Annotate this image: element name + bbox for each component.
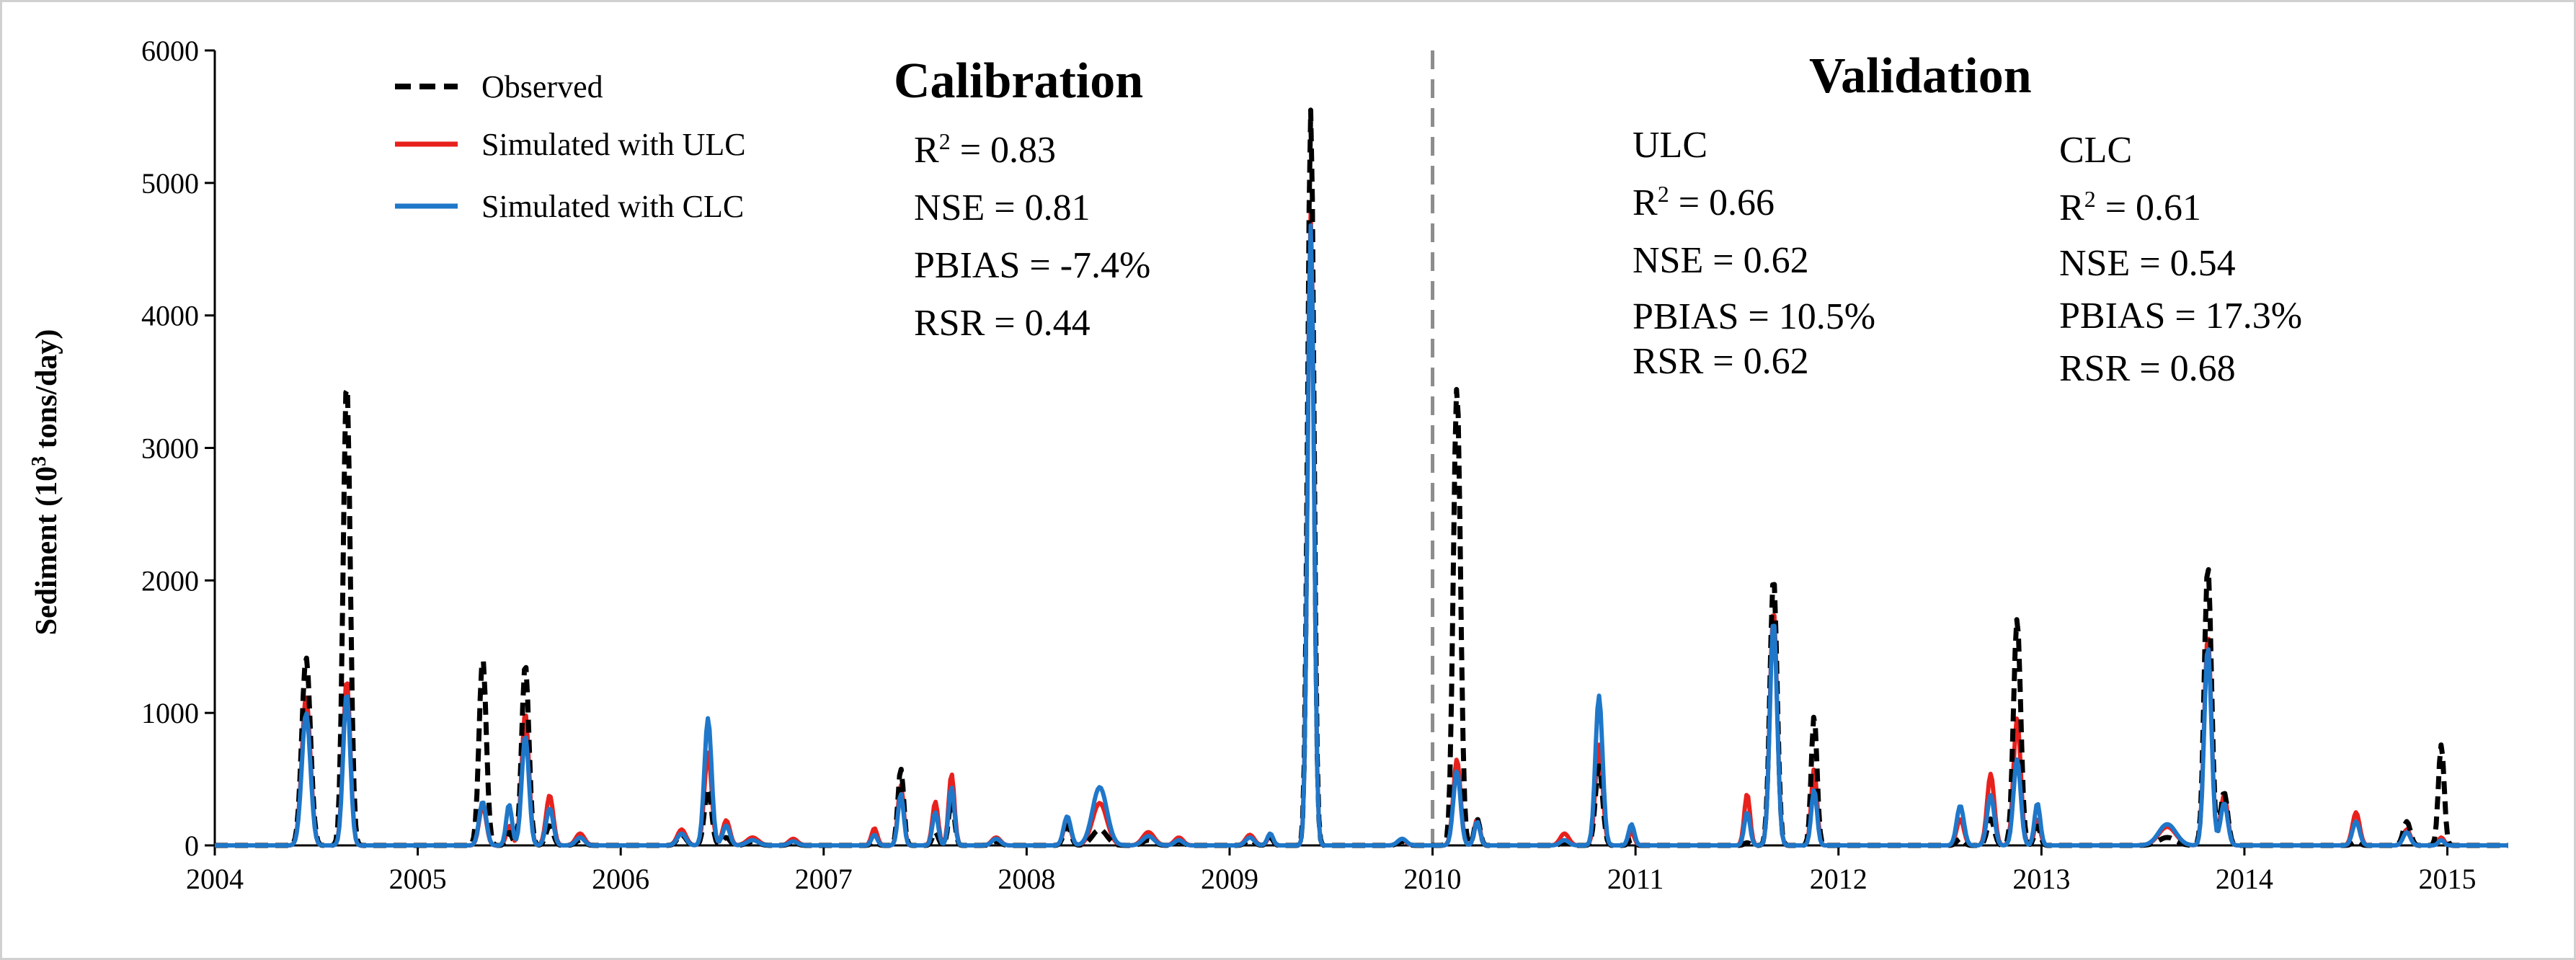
calibration-r2-value: = 0.83 — [951, 130, 1056, 171]
calibration-r2-sup: 2 — [939, 128, 951, 154]
validation-ulc-r2-sup: 2 — [1658, 181, 1669, 207]
x-tick-label: 2007 — [795, 863, 853, 895]
y-tick-label: 2000 — [141, 564, 199, 597]
x-tick-label: 2012 — [1810, 863, 1867, 895]
x-tick-label: 2015 — [2419, 863, 2477, 895]
x-tick-label: 2010 — [1404, 863, 1462, 895]
validation-ulc-label: ULC — [1633, 125, 1707, 166]
calibration-rsr: RSR = 0.44 — [914, 303, 1091, 344]
y-tick-label: 0 — [185, 830, 199, 862]
axes-layer: 0 1000 2000 3000 4000 5000 6000 2004 2005 2006 200… — [141, 35, 2508, 895]
y-tick-label: 1000 — [141, 697, 199, 729]
validation-clc-r2: R2 = 0.61 — [2059, 186, 2201, 228]
x-tick-label: 2011 — [1607, 863, 1664, 895]
validation-title: Validation — [1809, 48, 2032, 104]
validation-clc-r2-sup: 2 — [2084, 186, 2096, 212]
series-layer — [213, 107, 2510, 848]
calibration-r2: R2 = 0.83 — [914, 128, 1056, 171]
x-tick-label: 2004 — [186, 863, 244, 895]
legend-observed-label: Observed — [481, 69, 603, 105]
calibration-stats: R2 = 0.83 NSE = 0.81 PBIAS = -7.4% RSR =… — [914, 128, 1150, 344]
validation-ulc-r2-value: = 0.66 — [1669, 182, 1775, 223]
validation-clc-r2-prefix: R — [2059, 187, 2084, 228]
calibration-r2-prefix: R — [914, 130, 939, 171]
series-clc-line — [214, 223, 2509, 848]
x-tick-label: 2005 — [389, 863, 447, 895]
legend-clc-label: Simulated with CLC — [481, 189, 744, 224]
y-tick-label: 5000 — [141, 167, 199, 200]
calibration-nse: NSE = 0.81 — [914, 187, 1091, 228]
y-tick-label: 3000 — [141, 432, 199, 465]
x-tick-label: 2006 — [592, 863, 649, 895]
validation-clc-nse: NSE = 0.54 — [2059, 243, 2236, 284]
legend-ulc-label: Simulated with ULC — [481, 127, 746, 162]
validation-clc-label: CLC — [2059, 130, 2132, 171]
validation-ulc-stats: ULC R2 = 0.66 NSE = 0.62 PBIAS = 10.5% R… — [1633, 125, 1875, 382]
validation-clc-rsr: RSR = 0.68 — [2059, 348, 2236, 389]
x-tick-label: 2008 — [998, 863, 1055, 895]
x-tick-label: 2009 — [1201, 863, 1258, 895]
calibration-title: Calibration — [894, 53, 1143, 109]
validation-clc-pbias: PBIAS = 17.3% — [2059, 295, 2302, 337]
validation-ulc-nse: NSE = 0.62 — [1633, 240, 1809, 281]
validation-clc-r2-value: = 0.61 — [2096, 187, 2201, 228]
calibration-pbias: PBIAS = -7.4% — [914, 245, 1150, 286]
validation-ulc-r2-prefix: R — [1633, 182, 1658, 223]
validation-clc-stats: CLC R2 = 0.61 NSE = 0.54 PBIAS = 17.3% R… — [2059, 130, 2302, 389]
y-tick-label: 4000 — [141, 300, 199, 332]
x-tick-label: 2014 — [2216, 863, 2273, 895]
validation-ulc-rsr: RSR = 0.62 — [1633, 341, 1809, 382]
validation-ulc-r2: R2 = 0.66 — [1633, 181, 1775, 223]
x-tick-label: 2013 — [2012, 863, 2070, 895]
legend: Observed Simulated with ULC Simulated wi… — [395, 69, 746, 224]
validation-ulc-pbias: PBIAS = 10.5% — [1633, 296, 1875, 337]
y-tick-label: 6000 — [141, 35, 199, 67]
